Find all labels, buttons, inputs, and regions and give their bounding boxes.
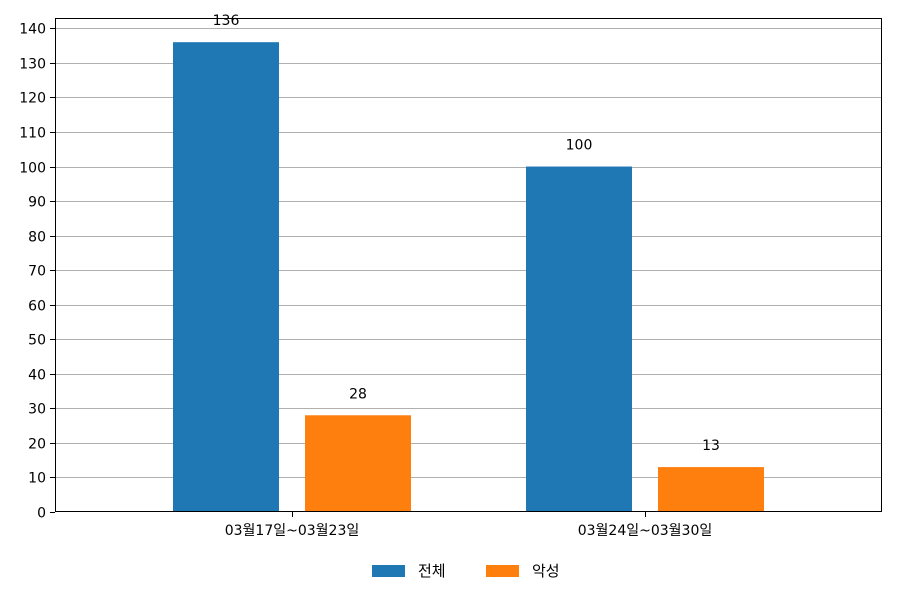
x-tick-label: 03월24일~03월30일 — [578, 523, 713, 539]
bars — [173, 42, 764, 512]
y-tick-label: 0 — [37, 506, 46, 522]
y-tick-label: 110 — [19, 126, 46, 142]
y-tick-label: 20 — [28, 437, 46, 453]
bar-total-1 — [173, 42, 279, 512]
legend: 전체 악성 — [372, 562, 560, 580]
y-tick-label: 140 — [19, 22, 46, 38]
bar-malicious-1 — [305, 415, 411, 512]
y-tick-label: 100 — [19, 161, 46, 177]
y-tick-label: 80 — [28, 230, 46, 246]
legend-item-total: 전체 — [372, 562, 446, 580]
y-tick-label: 120 — [19, 91, 46, 107]
data-label: 100 — [566, 138, 593, 154]
data-label: 28 — [349, 386, 367, 402]
y-tick-label: 30 — [28, 402, 46, 418]
legend-label: 전체 — [418, 562, 446, 580]
x-axis: 03월17일~03월23일 03월24일~03월30일 — [225, 512, 713, 539]
x-tick-label: 03월17일~03월23일 — [225, 523, 360, 539]
data-labels: 136 28 100 13 — [213, 13, 720, 454]
y-tick-label: 70 — [28, 264, 46, 280]
legend-swatch — [372, 565, 405, 577]
bar-malicious-2 — [658, 467, 764, 512]
y-tick-label: 60 — [28, 299, 46, 315]
y-tick-label: 130 — [19, 57, 46, 73]
y-tick-label: 90 — [28, 195, 46, 211]
data-label: 136 — [213, 13, 240, 29]
y-tick-label: 40 — [28, 368, 46, 384]
data-label: 13 — [702, 438, 720, 454]
legend-swatch — [486, 565, 519, 577]
plot-frame — [55, 18, 882, 512]
plot-frame — [55, 18, 882, 512]
y-axis: 0 10 20 30 40 50 60 70 80 90 100 110 120 130 140 — [19, 22, 55, 522]
legend-item-malicious: 악성 — [486, 562, 560, 580]
y-tick-label: 50 — [28, 333, 46, 349]
y-tick-label: 10 — [28, 471, 46, 487]
legend-label: 악성 — [532, 562, 560, 580]
bar-total-2 — [526, 166, 632, 512]
